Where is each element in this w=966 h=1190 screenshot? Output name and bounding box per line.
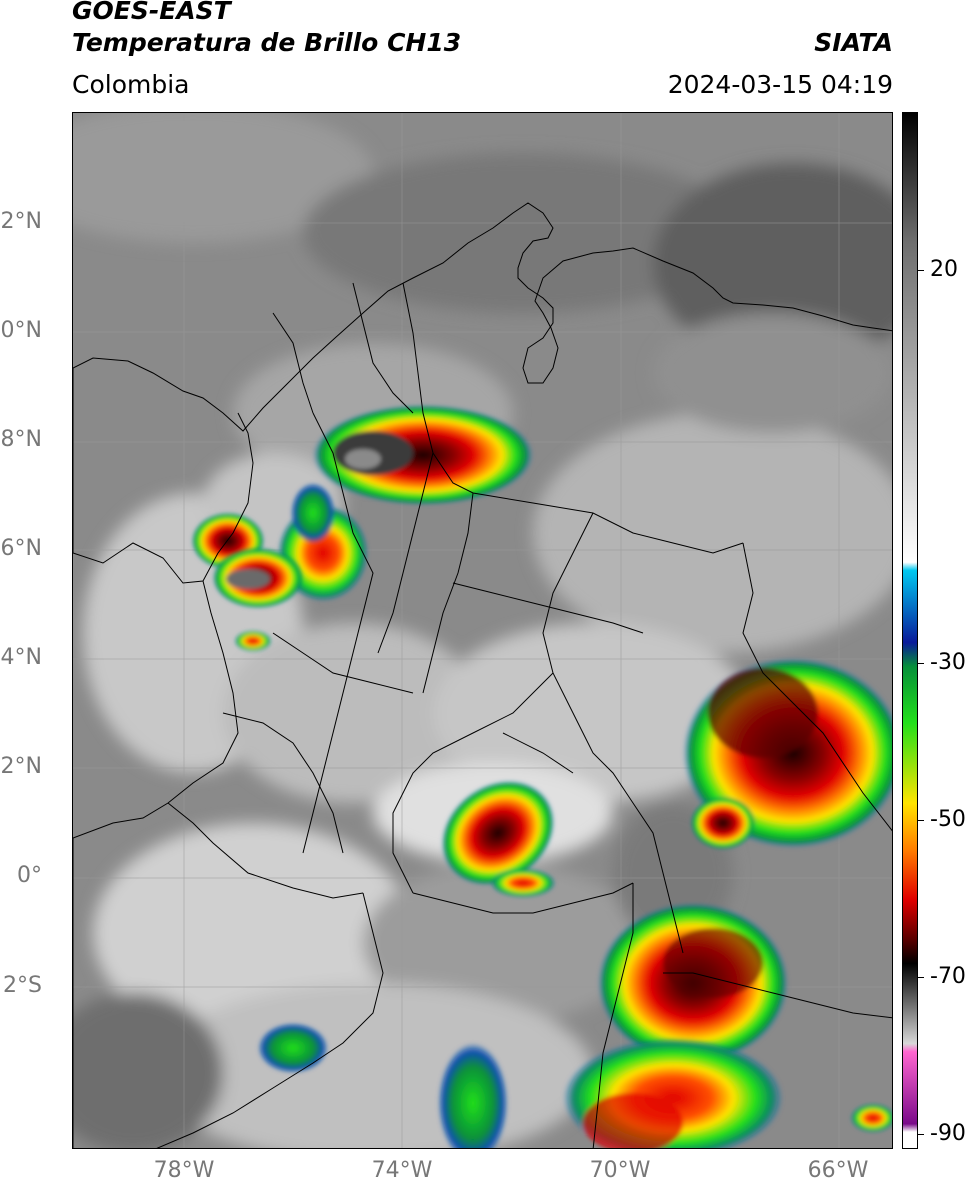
colorbar (902, 112, 918, 1149)
colorbar-tick (918, 1134, 924, 1135)
lon-label: 70°W (589, 1158, 651, 1183)
colorbar-tick (918, 270, 924, 271)
colorbar-label: -30 (930, 650, 966, 675)
storm-amazonas (563, 1038, 783, 1148)
product-title: Temperatura de Brillo CH13 (72, 28, 462, 57)
timestamp-label: 2024-03-15 04:19 (667, 70, 893, 99)
colorbar-label: -90 (930, 1121, 966, 1146)
colorbar-tick (918, 820, 924, 821)
lon-label: 78°W (153, 1158, 215, 1183)
lat-label: 6°N (0, 536, 42, 561)
lat-label: 4°N (0, 645, 42, 670)
colorbar-label: -70 (930, 964, 966, 989)
region-label: Colombia (72, 70, 190, 99)
storm-guaviare (441, 780, 555, 897)
satellite-map[interactable] (72, 112, 893, 1149)
satellite-title: GOES-EAST (72, 0, 231, 25)
lon-label: 66°W (807, 1158, 869, 1183)
storm-amazonas-west (258, 1023, 892, 1148)
colorbar-tick (918, 977, 924, 978)
storm-vaupes (598, 903, 788, 1063)
lat-label: 10°N (0, 318, 42, 343)
lat-label: 0° (17, 863, 42, 888)
boundaries (73, 202, 892, 1148)
gridlines (73, 113, 892, 1148)
lat-label: 2°N (0, 754, 42, 779)
storm-small-coast (235, 631, 271, 651)
lat-label: 8°N (0, 427, 42, 452)
lat-label: 2°S (3, 973, 42, 998)
colorbar-label: -50 (930, 807, 966, 832)
lat-label: 12°N (0, 209, 42, 234)
storm-choco-south (213, 548, 303, 608)
map-svg (73, 113, 892, 1148)
colorbar-label: 20 (930, 257, 958, 282)
storm-guainia-east (683, 658, 892, 849)
lon-label: 74°W (371, 1158, 433, 1183)
organization-label: SIATA (814, 28, 893, 57)
convective-storms (192, 405, 892, 1148)
colorbar-tick (918, 663, 924, 664)
storm-magdalena (313, 405, 533, 505)
